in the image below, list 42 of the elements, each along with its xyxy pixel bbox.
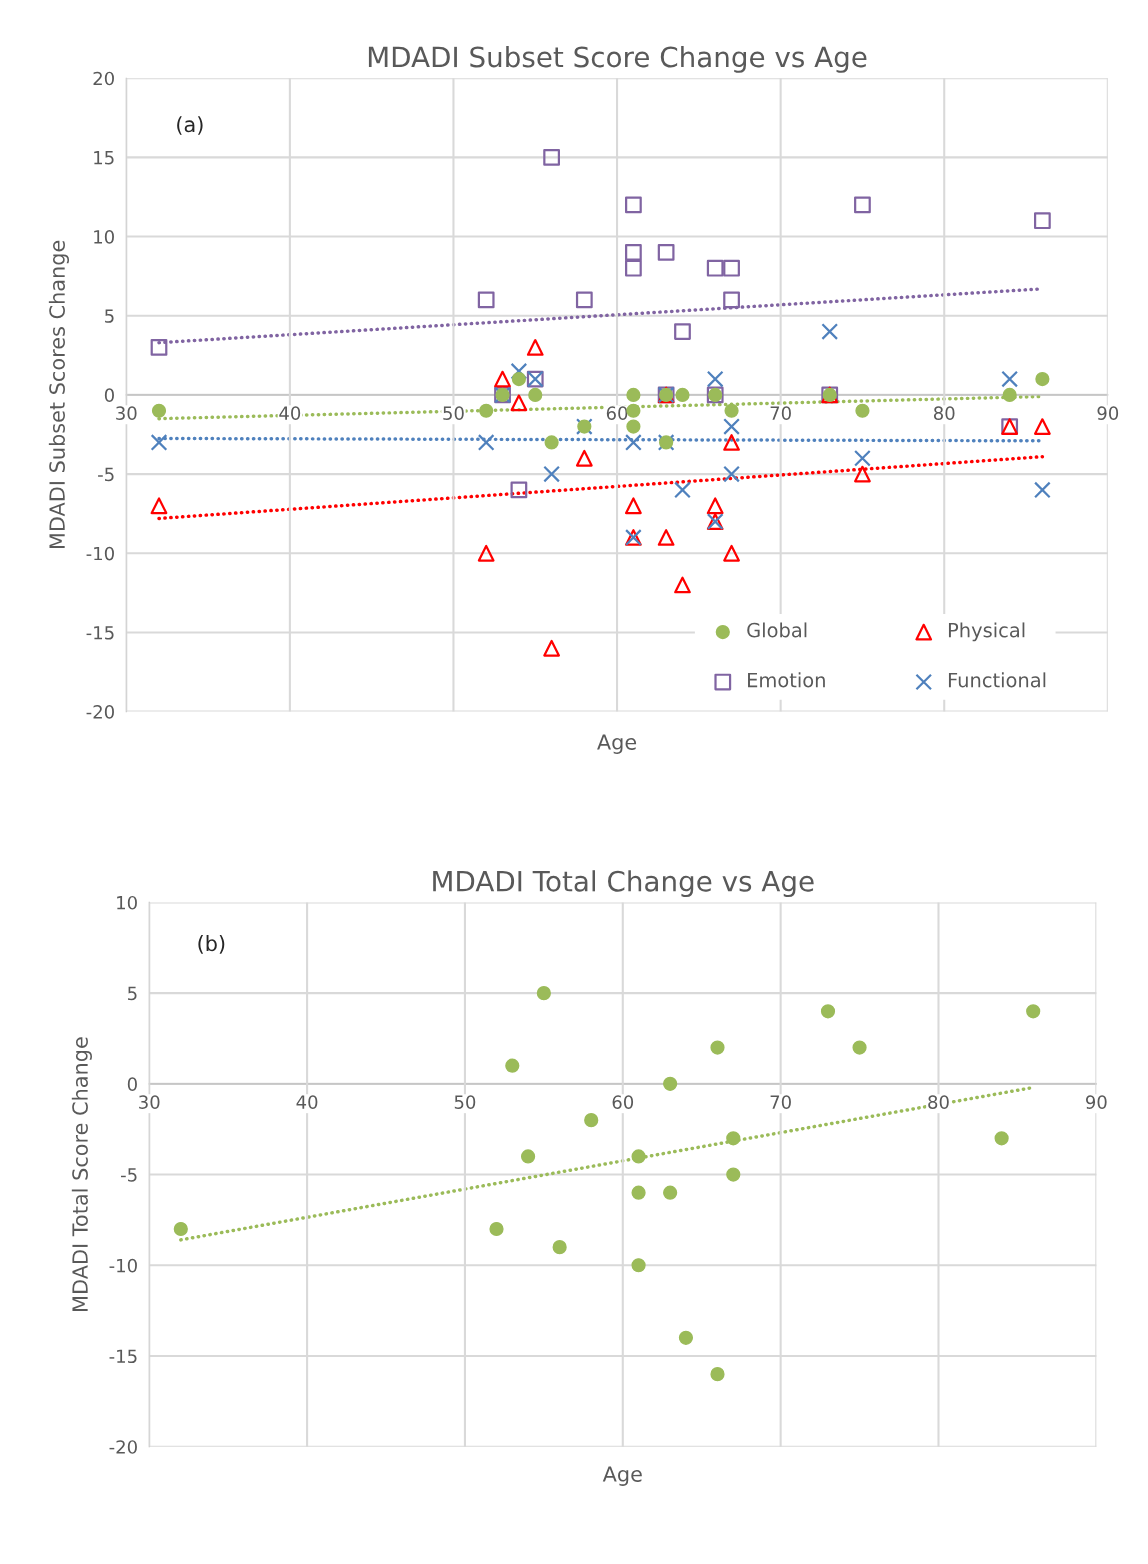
x-tick-label: 40 [279,406,301,420]
x-tick-label: 30 [139,1095,160,1109]
legend-label: Functional [948,672,1046,688]
y-tick-label: -5 [98,467,114,482]
x-tick-label: 90 [1085,1095,1107,1109]
y-tick-label: -5 [121,1168,137,1182]
y-tick-label: -15 [86,626,114,640]
y-tick-label: 15 [94,151,114,165]
annotation: (b) [198,935,225,954]
x-tick-label: 50 [454,1095,476,1109]
x-tick-label: 30 [116,406,137,420]
x-tick-label: 60 [606,406,628,420]
x-axis-title: Age [602,1466,642,1486]
x-tick-label: 90 [1097,406,1119,420]
y-tick-label: 5 [128,986,137,1001]
y-tick-label: 5 [105,309,114,323]
y-tick-label: 0 [104,388,114,403]
x-tick-label: 70 [770,406,791,420]
x-tick-label: 80 [933,406,955,420]
legend-label: Physical [948,622,1025,642]
y-axis-title: MDADI Subset Scores Change [48,240,70,549]
y-tick-label: -10 [109,1258,137,1273]
x-axis-title: Age [597,734,637,754]
y-axis-title: MDADI Total Score Change [71,1037,92,1311]
y-tick-label: 10 [94,230,114,244]
x-tick-label: 80 [928,1095,949,1109]
y-tick-label: 10 [117,895,137,910]
x-tick-label: 60 [612,1095,634,1109]
x-tick-label: 40 [296,1095,318,1109]
chart-title: MDADI Subset Score Change vs Age [368,45,867,73]
x-tick-label: 50 [443,406,464,420]
y-tick-label: -10 [86,546,114,561]
y-tick-label: 0 [127,1077,137,1091]
legend-label: Global [747,622,807,638]
y-tick-label: -15 [109,1349,137,1364]
legend-label: Emotion [748,672,825,688]
y-tick-label: -20 [109,1440,137,1454]
x-tick-label: 70 [770,1095,791,1109]
y-tick-label: 20 [93,71,114,86]
annotation: (a) [177,116,203,135]
y-tick-label: -20 [86,705,114,719]
chart-title: MDADI Total Change vs Age [433,870,814,898]
